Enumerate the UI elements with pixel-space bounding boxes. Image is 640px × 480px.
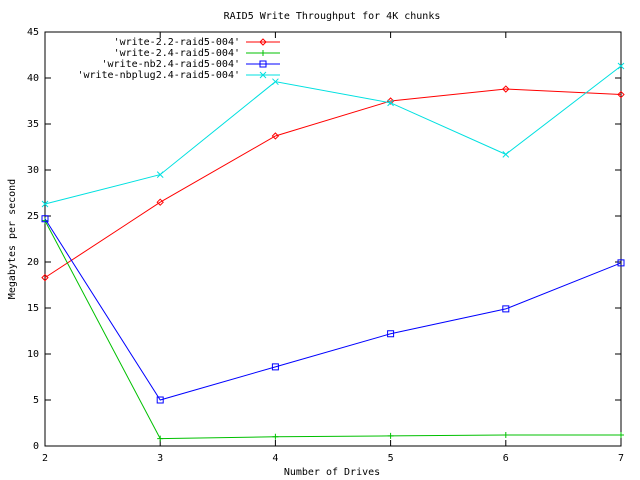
data-point [156,198,164,206]
data-point [41,273,49,282]
data-point [386,97,395,105]
data-point [617,90,625,99]
data-point [502,305,510,313]
data-point [502,151,510,158]
data-point [272,433,279,440]
legend-label: 'write-nb2.4-raid5-004' [102,59,240,70]
series-line [44,88,622,279]
y-tick-label: 15 [27,303,39,314]
y-tick-label: 5 [33,395,39,406]
legend-marker [260,50,266,56]
data-point [271,132,280,140]
legend-label: 'write-nbplug2.4-raid5-004' [77,70,240,81]
data-point [272,78,279,86]
legend-label: 'write-2.4-raid5-004' [114,48,240,59]
data-point [271,363,279,371]
data-point [42,217,48,224]
x-tick-label: 5 [388,453,394,464]
data-point [156,171,164,178]
x-tick-label: 3 [157,453,163,464]
x-axis-label: Number of Drives [284,467,380,478]
y-tick-label: 0 [33,441,39,452]
plot-border [44,31,622,447]
data-point [502,85,510,93]
x-tick-label: 4 [272,453,278,464]
y-tick-label: 40 [27,73,39,84]
chart-title: RAID5 Write Throughput for 4K chunks [224,11,441,22]
data-point [41,200,49,208]
x-tick-label: 6 [503,453,509,464]
y-tick-label: 20 [27,257,39,268]
x-tick-label: 7 [618,453,624,464]
data-point [618,431,624,438]
y-tick-label: 45 [27,27,39,38]
series-line [44,220,621,440]
data-point [387,99,394,107]
data-point [617,62,625,70]
y-tick-label: 10 [27,349,39,360]
series-line [44,218,622,401]
data-point [617,259,625,267]
data-point [502,431,509,438]
legend-marker [259,71,267,79]
series-line [44,65,622,205]
legend-marker [259,60,267,68]
y-tick-label: 35 [27,119,39,130]
data-point [156,396,164,404]
data-point [387,330,395,338]
y-tick-label: 25 [27,211,39,222]
data-point [387,432,394,439]
x-tick-label: 2 [42,453,48,464]
y-tick-label: 30 [27,165,39,176]
data-point [157,435,164,442]
legend-label: 'write-2.2-raid5-004' [114,37,240,48]
legend-marker [259,38,267,46]
data-point [41,215,49,223]
y-axis-label: Megabytes per second [7,179,18,299]
